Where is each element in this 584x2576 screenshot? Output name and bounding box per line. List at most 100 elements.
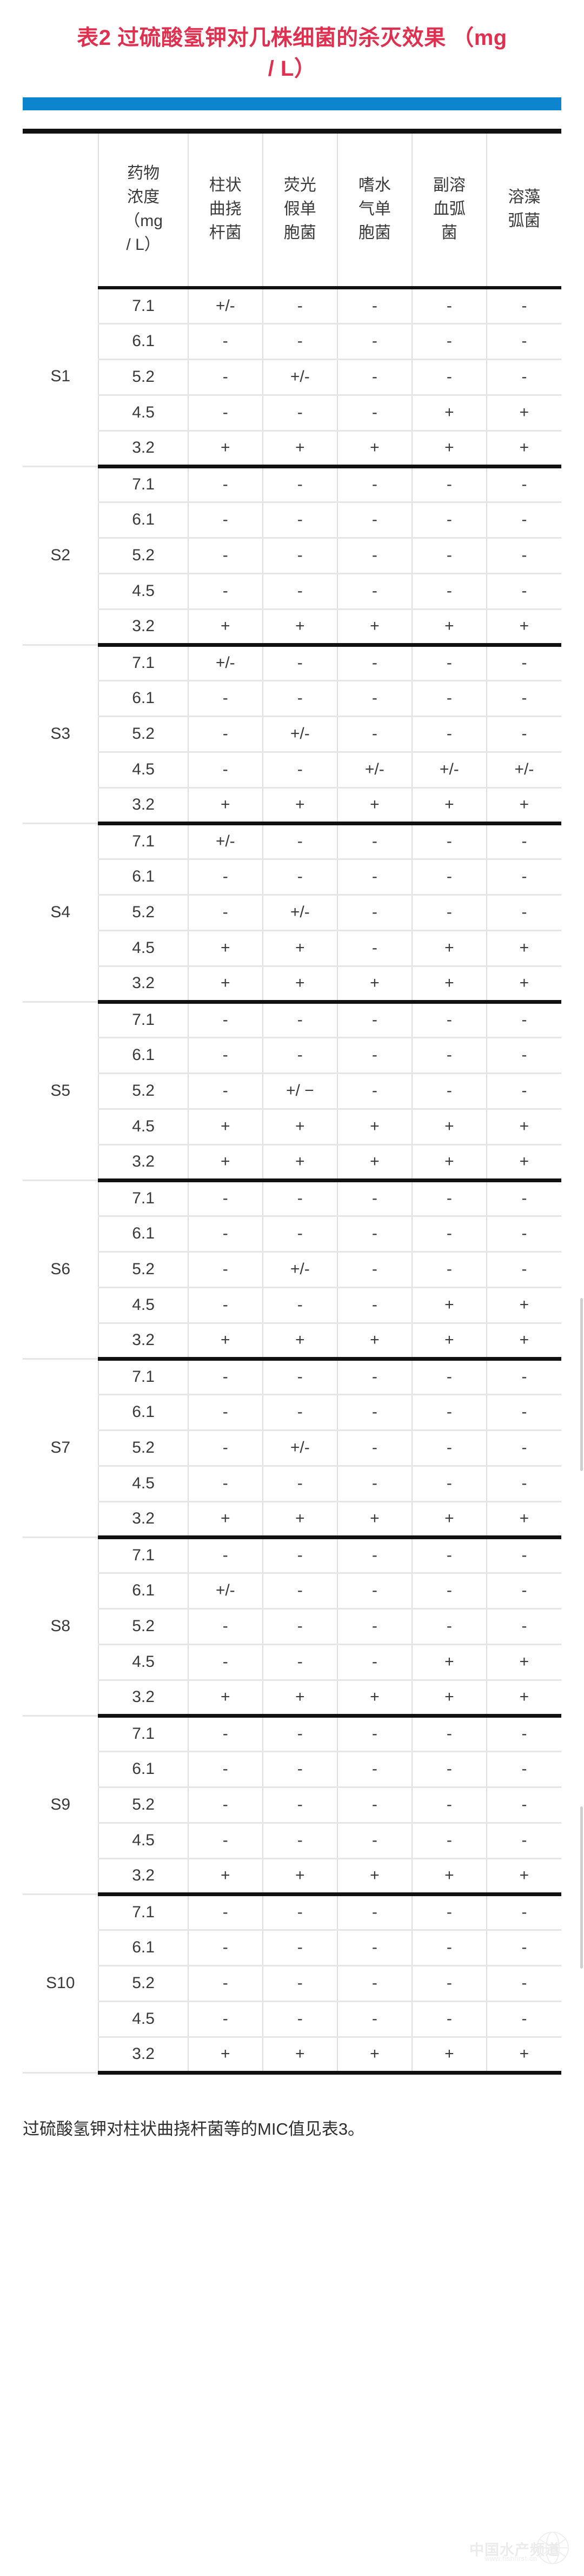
result-cell: - [486, 1430, 561, 1467]
column-header-bacteria-1: 荧光 假单 胞菌 [262, 128, 338, 290]
result-cell: - [336, 538, 413, 574]
result-mark: + [519, 939, 529, 957]
result-cell: - [262, 1894, 338, 1931]
result-cell: - [262, 1359, 338, 1395]
result-cell: + [411, 930, 487, 967]
result-mark: +/- [290, 725, 310, 743]
result-cell: - [336, 1287, 413, 1324]
result-mark: + [519, 796, 529, 814]
result-mark: +/- [290, 368, 310, 386]
result-cell: - [486, 1394, 561, 1431]
concentration-cell: 3.2 [98, 1501, 189, 1539]
table-row: S10 7.1 - - - - - [23, 1894, 561, 2074]
result-mark: + [370, 974, 380, 992]
result-mark: + [444, 1117, 454, 1136]
result-mark: - [371, 1082, 377, 1100]
table-row: 6.1 - - - - - [23, 1216, 561, 1253]
result-mark: - [446, 368, 452, 386]
result-cell: - [336, 1002, 413, 1038]
result-cell: - [411, 1037, 487, 1074]
result-cell: - [411, 359, 487, 396]
concentration-cell: 4.5 [98, 1823, 189, 1859]
result-mark: + [295, 439, 305, 457]
column-header-bacteria-2: 嗜水 气单 胞菌 [336, 128, 413, 290]
concentration-cell: 5.2 [98, 1251, 189, 1288]
column-header-bacteria-3: 副溶 血弧 菌 [411, 128, 487, 290]
result-mark: - [297, 511, 303, 529]
result-mark: - [521, 1903, 527, 1922]
column-header-bacteria-0: 柱状 曲挠 杆菌 [187, 128, 263, 290]
result-mark: - [446, 868, 452, 886]
result-mark: - [222, 1403, 228, 1421]
result-cell: - [411, 1073, 487, 1110]
result-cell: - [187, 1787, 263, 1824]
result-mark: - [222, 1760, 228, 1778]
result-cell: + [336, 1680, 413, 1718]
footer-note: 过硫酸氢钾对柱状曲挠杆菌等的MIC值见表3。 [0, 2075, 584, 2142]
result-mark: - [446, 1831, 452, 1850]
result-mark: - [371, 368, 377, 386]
result-mark: - [297, 868, 303, 886]
globe-icon [536, 2532, 569, 2564]
result-mark: - [371, 1760, 377, 1778]
table-row: 3.2 + + + + + [23, 1144, 561, 1182]
result-mark: - [446, 511, 452, 529]
table-row: 6.1 - - - - - [23, 859, 561, 896]
result-mark: + [221, 439, 230, 457]
result-mark: + [370, 439, 380, 457]
result-cell: + [411, 787, 487, 825]
result-mark: - [371, 546, 377, 565]
result-mark: - [222, 1974, 228, 1992]
result-cell: - [486, 1894, 561, 1931]
concentration-cell: 3.2 [98, 1680, 189, 1718]
footer-note-text: 过硫酸氢钾对柱状曲挠杆菌等的MIC值见表3。 [23, 2119, 365, 2138]
result-cell: - [486, 1573, 561, 1610]
result-cell: - [411, 859, 487, 896]
result-mark: - [297, 1903, 303, 1922]
result-cell: - [187, 1037, 263, 1074]
table-row: 5.2 - +/- - - - [23, 895, 561, 931]
result-cell: +/- [262, 1430, 338, 1467]
result-cell: - [486, 1466, 561, 1502]
result-mark: - [446, 725, 452, 743]
result-mark: - [446, 1260, 452, 1279]
result-cell: - [411, 1608, 487, 1645]
result-mark: - [297, 760, 303, 779]
result-mark: - [446, 832, 452, 851]
result-mark: +/- [364, 760, 384, 779]
strain-label-s9: S9 [23, 1716, 99, 1895]
result-cell: - [187, 1537, 263, 1574]
result-mark: - [446, 1796, 452, 1814]
result-mark: + [295, 2045, 305, 2063]
result-mark: - [371, 1368, 377, 1386]
result-cell: - [187, 895, 263, 931]
result-mark: - [222, 403, 228, 422]
concentration-cell: 4.5 [98, 573, 189, 610]
result-mark: + [370, 796, 380, 814]
result-mark: - [371, 1725, 377, 1743]
result-cell: - [336, 1573, 413, 1610]
result-mark: - [446, 689, 452, 707]
result-cell: - [336, 1180, 413, 1217]
result-cell: - [187, 1002, 263, 1038]
result-mark: - [521, 1474, 527, 1493]
result-mark: + [519, 1117, 529, 1136]
column-header-strain [23, 128, 99, 288]
table-row: 4.5 - - - + + [23, 1644, 561, 1681]
scrollbar-thumb-lower[interactable] [580, 1806, 583, 1969]
accent-bar-container [0, 84, 584, 110]
result-cell: + [336, 787, 413, 825]
scrollbar-thumb-upper[interactable] [580, 1298, 583, 1471]
result-mark: - [446, 1189, 452, 1208]
concentration-cell: 6.1 [98, 680, 189, 717]
result-mark: - [297, 1011, 303, 1029]
result-cell: +/- [262, 359, 338, 396]
result-cell: - [336, 1216, 413, 1253]
result-mark: - [297, 546, 303, 565]
concentration-cell: 6.1 [98, 859, 189, 896]
table-row: 4.5 - - - - - [23, 573, 561, 610]
result-cell: - [411, 1251, 487, 1288]
result-cell: - [262, 573, 338, 610]
result-cell: + [336, 1144, 413, 1182]
result-mark: - [371, 2010, 377, 2028]
